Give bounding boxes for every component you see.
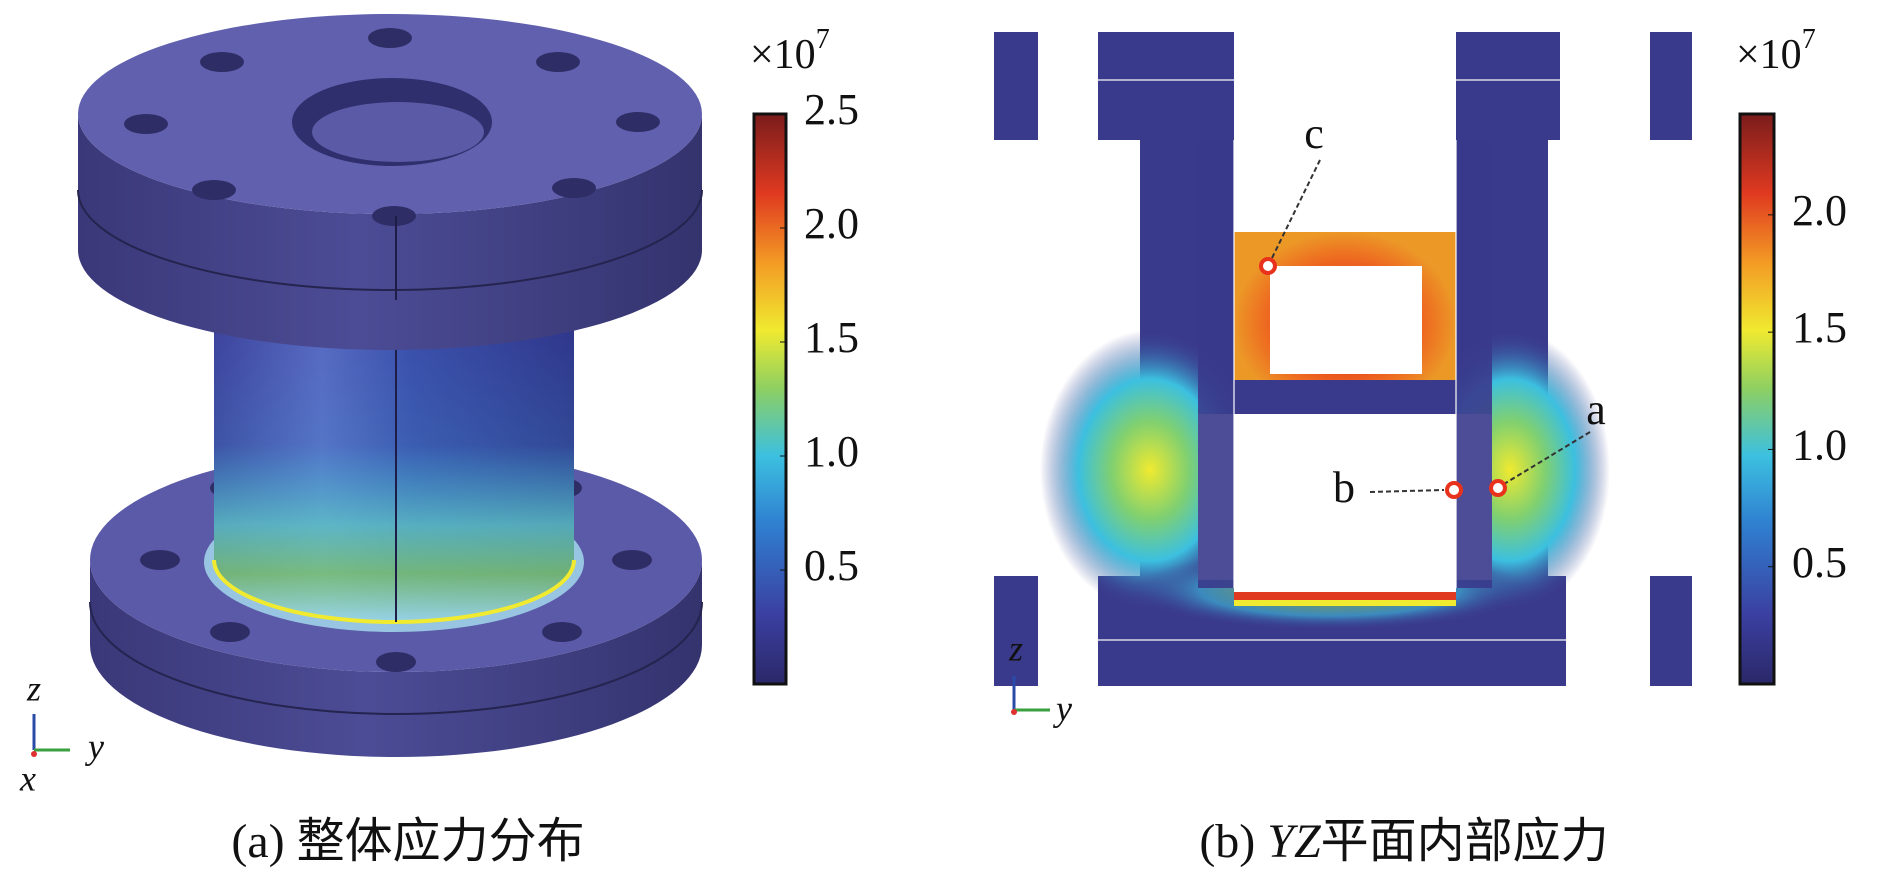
point-label: b <box>1333 463 1355 512</box>
flange-model <box>77 14 703 757</box>
caption: (a) 整体应力分布 <box>231 815 584 868</box>
colorbar-tick-label: 2.0 <box>1792 186 1847 235</box>
point-label: a <box>1586 385 1606 434</box>
axis-label: z <box>1008 628 1023 668</box>
colorbar-tick-label: 1.5 <box>1792 303 1847 352</box>
colorbar-tick-label: 2.0 <box>804 199 859 248</box>
exponent: 7 <box>1802 24 1816 55</box>
axis-label: x <box>19 758 36 798</box>
colorbar <box>752 112 788 686</box>
caption: (b) YZ平面内部应力 <box>1199 815 1608 868</box>
colorbar-tick-label: 0.5 <box>804 541 859 590</box>
exponent: 7 <box>816 24 830 55</box>
axis-label: z <box>26 668 41 708</box>
colorbar-tick-label: 2.5 <box>804 85 859 134</box>
colorbar-tick-label: 1.5 <box>804 313 859 362</box>
axis-triad <box>31 676 1050 757</box>
colorbar-tick-label: 1.0 <box>1792 421 1847 470</box>
axis-label: y <box>1053 688 1072 728</box>
colorbar <box>1738 112 1776 686</box>
point-label: c <box>1304 109 1324 158</box>
multiplier: ×10 <box>750 32 816 78</box>
caption-rest: 平面内部应力 <box>1321 815 1609 868</box>
colorbar-multiplier: ×107 <box>750 24 830 77</box>
caption-prefix: (b) <box>1199 815 1267 868</box>
colorbar-tick-label: 1.0 <box>804 427 859 476</box>
colorbar-tick-label: 0.5 <box>1792 538 1847 587</box>
colorbar-multiplier: ×107 <box>1736 24 1816 77</box>
section-model <box>994 32 1692 686</box>
axis-label: y <box>85 726 104 766</box>
multiplier: ×10 <box>1736 32 1802 78</box>
caption-italic: YZ <box>1267 815 1322 868</box>
